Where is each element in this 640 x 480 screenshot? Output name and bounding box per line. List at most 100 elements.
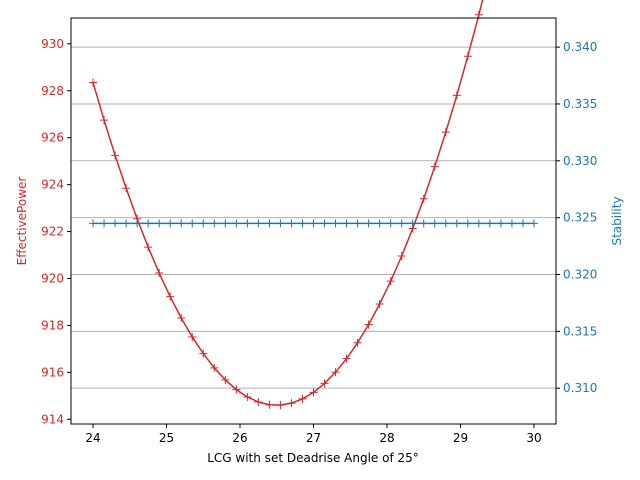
stability-marker (122, 219, 131, 228)
stability-marker (210, 219, 219, 228)
stability-marker (529, 219, 538, 228)
stability-marker (287, 219, 296, 228)
x-tick-label: 29 (453, 431, 468, 445)
effective-power-marker (397, 252, 406, 261)
stability-marker (199, 219, 208, 228)
y-axis-left: 914 916 918 920 922 924 926 928 930 (41, 37, 71, 426)
stability-marker (441, 219, 450, 228)
y-left-tick-label: 918 (41, 318, 64, 332)
effective-power-marker (111, 151, 120, 160)
stability-marker (430, 219, 439, 228)
effective-power-marker (199, 349, 208, 358)
effective-power-marker (177, 313, 186, 322)
stability-marker (496, 219, 505, 228)
x-tick-label: 27 (306, 431, 321, 445)
stability-marker (353, 219, 362, 228)
stability-marker (133, 219, 142, 228)
y-left-tick-label: 928 (41, 84, 64, 98)
stability-marker (408, 219, 417, 228)
x-axis: 24 25 26 27 28 29 30 (85, 424, 542, 445)
effective-power-marker (320, 379, 329, 388)
effective-power-marker (419, 194, 428, 203)
effective-power-marker (375, 300, 384, 309)
y-left-tick-label: 914 (41, 412, 64, 426)
effective-power-marker (265, 400, 274, 409)
stability-marker (232, 219, 241, 228)
effective-power-marker (342, 354, 351, 363)
x-tick-label: 24 (85, 431, 100, 445)
effective-power-marker (452, 91, 461, 100)
stability-marker (364, 219, 373, 228)
effective-power-marker (386, 277, 395, 286)
y-axis-right: 0.310 0.315 0.320 0.325 0.330 0.335 0.340 (556, 40, 597, 395)
y-right-tick-label: 0.330 (563, 154, 597, 168)
x-axis-title: LCG with set Deadrise Angle of 25° (207, 451, 419, 465)
effective-power-marker (122, 184, 131, 193)
y-left-tick-label: 916 (41, 365, 64, 379)
y-left-tick-label: 922 (41, 225, 64, 239)
effective-power-marker (243, 392, 252, 401)
effective-power-marker (210, 363, 219, 372)
effective-power-marker (232, 385, 241, 394)
x-tick-label: 28 (379, 431, 394, 445)
stability-marker (177, 219, 186, 228)
stability-marker (89, 219, 98, 228)
stability-marker (331, 219, 340, 228)
stability-marker (507, 219, 516, 228)
stability-marker (111, 219, 120, 228)
y-right-tick-label: 0.325 (563, 211, 597, 225)
effective-power-marker (287, 399, 296, 408)
effective-power-series (89, 0, 484, 410)
stability-marker (342, 219, 351, 228)
effective-power-marker (353, 338, 362, 347)
x-tick-label: 26 (232, 431, 247, 445)
effective-power-marker (166, 292, 175, 301)
y-right-tick-label: 0.335 (563, 97, 597, 111)
y-left-tick-label: 924 (41, 178, 64, 192)
y-right-tick-label: 0.315 (563, 324, 597, 338)
effective-power-marker (474, 10, 483, 19)
stability-marker (309, 219, 318, 228)
effective-power-marker (331, 368, 340, 377)
stability-series (89, 219, 538, 228)
stability-marker (276, 219, 285, 228)
y-left-tick-label: 930 (41, 37, 64, 51)
stability-marker (144, 219, 153, 228)
stability-marker (221, 219, 230, 228)
stability-marker (485, 219, 494, 228)
stability-marker (419, 219, 428, 228)
y-left-tick-label: 926 (41, 131, 64, 145)
stability-marker (265, 219, 274, 228)
stability-marker (518, 219, 527, 228)
effective-power-marker (441, 128, 450, 137)
stability-marker (188, 219, 197, 228)
y-right-tick-label: 0.340 (563, 40, 597, 54)
stability-marker (243, 219, 252, 228)
effective-power-marker (298, 394, 307, 403)
stability-marker (386, 219, 395, 228)
x-tick-label: 30 (526, 431, 541, 445)
stability-marker (166, 219, 175, 228)
effective-power-marker (188, 332, 197, 341)
stability-marker (100, 219, 109, 228)
grid-lines (71, 46, 556, 389)
effective-power-marker (309, 388, 318, 397)
effective-power-marker (254, 397, 263, 406)
y-left-tick-label: 920 (41, 271, 64, 285)
effective-power-marker (463, 52, 472, 61)
stability-marker (397, 219, 406, 228)
stability-marker (375, 219, 384, 228)
stability-marker (320, 219, 329, 228)
effective-power-marker (89, 78, 98, 87)
effective-power-marker (221, 375, 230, 384)
effective-power-marker (144, 243, 153, 252)
x-tick-label: 25 (159, 431, 174, 445)
effective-power-marker (430, 162, 439, 171)
y-right-tick-label: 0.320 (563, 267, 597, 281)
stability-marker (298, 219, 307, 228)
y-axis-left-title: EffectivePower (15, 177, 29, 266)
effective-power-marker (364, 320, 373, 329)
stability-marker (474, 219, 483, 228)
stability-marker (463, 219, 472, 228)
